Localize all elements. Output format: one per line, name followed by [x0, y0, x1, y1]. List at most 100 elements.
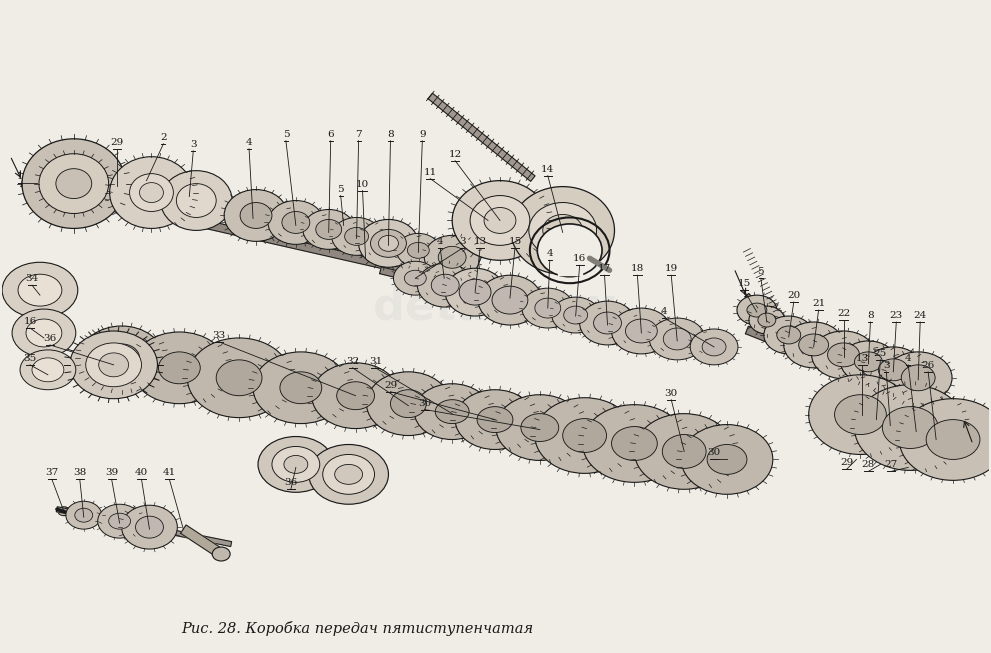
- Ellipse shape: [404, 270, 426, 286]
- Ellipse shape: [764, 316, 814, 354]
- Ellipse shape: [563, 419, 606, 453]
- Ellipse shape: [690, 329, 738, 365]
- Ellipse shape: [379, 235, 398, 251]
- Ellipse shape: [784, 322, 843, 368]
- Ellipse shape: [414, 384, 490, 439]
- Ellipse shape: [799, 334, 828, 356]
- Ellipse shape: [863, 347, 924, 392]
- Ellipse shape: [611, 426, 657, 460]
- Text: 29: 29: [110, 138, 123, 147]
- Ellipse shape: [323, 454, 375, 494]
- Text: 12: 12: [449, 150, 462, 159]
- Ellipse shape: [625, 319, 657, 343]
- Ellipse shape: [809, 375, 913, 454]
- Ellipse shape: [283, 455, 308, 473]
- Text: 27: 27: [885, 460, 898, 470]
- Ellipse shape: [161, 170, 232, 231]
- Text: 41: 41: [163, 468, 176, 477]
- Ellipse shape: [758, 313, 776, 327]
- Ellipse shape: [431, 274, 459, 296]
- Text: 4: 4: [437, 237, 444, 246]
- Ellipse shape: [345, 227, 369, 246]
- Ellipse shape: [535, 398, 634, 473]
- Ellipse shape: [74, 508, 93, 522]
- Text: 4: 4: [661, 307, 668, 316]
- Ellipse shape: [337, 382, 375, 409]
- Text: 40: 40: [135, 468, 148, 477]
- Ellipse shape: [187, 338, 291, 418]
- Ellipse shape: [253, 352, 349, 424]
- Ellipse shape: [359, 219, 418, 267]
- Text: 25: 25: [874, 349, 887, 358]
- Ellipse shape: [878, 359, 908, 381]
- Ellipse shape: [749, 306, 785, 334]
- Ellipse shape: [159, 352, 200, 384]
- Text: 16: 16: [573, 254, 587, 263]
- Ellipse shape: [702, 338, 726, 356]
- Text: detali5.ru: detali5.ru: [373, 285, 618, 328]
- Ellipse shape: [445, 268, 505, 316]
- Ellipse shape: [86, 343, 142, 387]
- Ellipse shape: [18, 274, 61, 306]
- Text: 13: 13: [474, 237, 487, 246]
- Text: 7: 7: [355, 130, 362, 139]
- Ellipse shape: [649, 318, 706, 360]
- Ellipse shape: [747, 303, 767, 317]
- Text: 18: 18: [630, 264, 644, 273]
- Ellipse shape: [681, 424, 773, 494]
- Text: 14: 14: [541, 165, 554, 174]
- Ellipse shape: [69, 331, 158, 399]
- Text: 24: 24: [914, 311, 927, 320]
- Polygon shape: [428, 93, 535, 182]
- Ellipse shape: [535, 298, 561, 318]
- Ellipse shape: [901, 365, 936, 390]
- Text: 21: 21: [812, 299, 826, 308]
- Text: 1: 1: [17, 172, 24, 181]
- Ellipse shape: [812, 331, 875, 379]
- Ellipse shape: [26, 319, 61, 347]
- Text: 4: 4: [905, 354, 912, 363]
- Ellipse shape: [393, 261, 437, 295]
- Text: 17: 17: [598, 264, 611, 273]
- Text: 33: 33: [212, 331, 226, 340]
- Ellipse shape: [367, 372, 450, 436]
- Ellipse shape: [564, 306, 588, 324]
- Ellipse shape: [224, 189, 288, 242]
- Ellipse shape: [272, 447, 320, 483]
- Ellipse shape: [240, 202, 272, 229]
- Ellipse shape: [840, 341, 896, 383]
- Ellipse shape: [521, 413, 559, 441]
- Ellipse shape: [57, 507, 69, 516]
- Ellipse shape: [20, 350, 75, 390]
- Text: 11: 11: [424, 168, 437, 177]
- Ellipse shape: [332, 217, 382, 255]
- Ellipse shape: [477, 407, 513, 432]
- Ellipse shape: [459, 279, 491, 305]
- Ellipse shape: [176, 183, 216, 217]
- Ellipse shape: [438, 246, 466, 268]
- Text: 3: 3: [459, 237, 466, 246]
- Polygon shape: [180, 525, 224, 558]
- Ellipse shape: [12, 309, 75, 357]
- Text: 3: 3: [883, 361, 890, 370]
- Ellipse shape: [834, 394, 886, 434]
- Ellipse shape: [390, 390, 426, 418]
- Text: 8: 8: [387, 130, 393, 139]
- Ellipse shape: [281, 212, 310, 233]
- Text: 31: 31: [369, 357, 383, 366]
- Text: 29: 29: [840, 458, 853, 468]
- Polygon shape: [380, 267, 729, 358]
- Text: 15: 15: [508, 237, 521, 246]
- Polygon shape: [745, 326, 969, 421]
- Ellipse shape: [478, 275, 542, 325]
- Text: 15: 15: [737, 279, 750, 288]
- Ellipse shape: [122, 505, 177, 549]
- Ellipse shape: [492, 286, 528, 314]
- Ellipse shape: [80, 326, 164, 390]
- Ellipse shape: [417, 263, 473, 307]
- Text: 26: 26: [922, 361, 935, 370]
- Ellipse shape: [312, 363, 399, 428]
- Text: 4: 4: [246, 138, 253, 147]
- Text: 3: 3: [190, 140, 196, 149]
- Ellipse shape: [455, 390, 535, 449]
